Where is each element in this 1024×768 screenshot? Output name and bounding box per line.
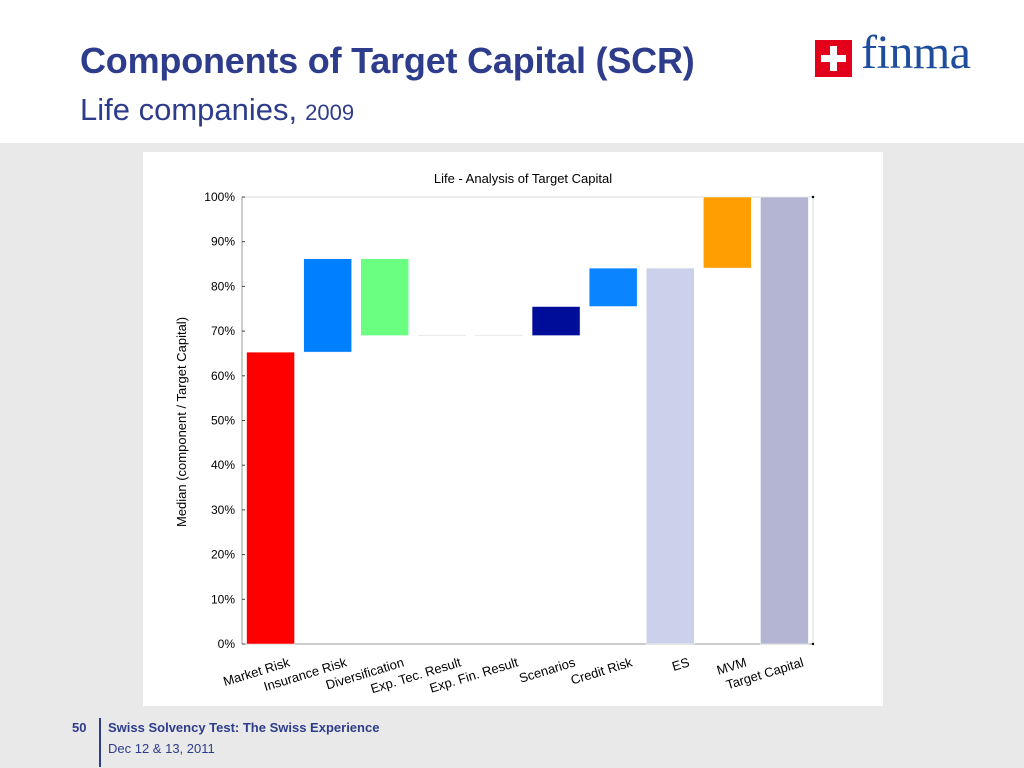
x-tick-label: ES (670, 654, 691, 674)
bar-exp-fin-result (474, 334, 524, 336)
chart-panel: Life - Analysis of Target Capital Median… (143, 152, 883, 706)
y-tick-label: 90% (211, 235, 235, 249)
chart-title: Life - Analysis of Target Capital (434, 171, 612, 186)
bar-exp-tec-result (417, 334, 467, 336)
corner-marker (811, 642, 815, 646)
waterfall-chart: Life - Analysis of Target Capital Median… (174, 171, 815, 696)
y-tick-label: 30% (211, 503, 235, 517)
bar-insurance-risk (303, 258, 352, 353)
finma-logo: finma (815, 29, 993, 83)
y-tick-label: 100% (204, 190, 235, 204)
slide-header: Components of Target Capital (SCR) Life … (0, 0, 1024, 143)
bar-target-capital (760, 196, 809, 645)
footer-divider (99, 718, 101, 767)
corner-marker (811, 195, 815, 199)
y-axis-label: Median (component / Target Capital) (174, 317, 189, 527)
footer-title: Swiss Solvency Test: The Swiss Experienc… (108, 720, 380, 735)
x-tick-label-line: ES (670, 654, 691, 674)
bar-es (646, 267, 695, 645)
page-subtitle: Life companies, 2009 (80, 92, 354, 128)
y-tick-label: 70% (211, 324, 235, 338)
bar-scenarios (531, 306, 581, 336)
x-tick-label: Scenarios (517, 654, 577, 685)
page-number: 50 (72, 720, 87, 735)
y-tick-label: 80% (211, 279, 235, 293)
subtitle-text: Life companies, (80, 92, 298, 127)
y-tick-label: 10% (211, 592, 235, 606)
x-tick-label-line: Credit Risk (569, 654, 635, 687)
swiss-cross-icon (815, 40, 852, 77)
x-tick-label-line: Scenarios (517, 654, 577, 685)
y-tick-label: 20% (211, 548, 235, 562)
footer-date: Dec 12 & 13, 2011 (108, 741, 215, 756)
page-title: Components of Target Capital (SCR) (80, 40, 695, 81)
bar-market-risk (246, 351, 295, 645)
y-tick-label: 0% (218, 637, 236, 651)
bar-diversification (360, 258, 409, 336)
logo-text: finma (861, 26, 971, 79)
y-axis: 0% 10% 20% 30% 40% 50% 60% 70% 80% 90% 100% (204, 190, 245, 651)
y-tick-label: 50% (211, 414, 235, 428)
bar-credit-risk (588, 267, 638, 307)
x-tick-label: Credit Risk (569, 654, 635, 687)
y-tick-label: 60% (211, 369, 235, 383)
bars (246, 196, 809, 645)
y-tick-label: 40% (211, 458, 235, 472)
subtitle-year: 2009 (305, 100, 355, 125)
bar-mvm (703, 196, 752, 269)
